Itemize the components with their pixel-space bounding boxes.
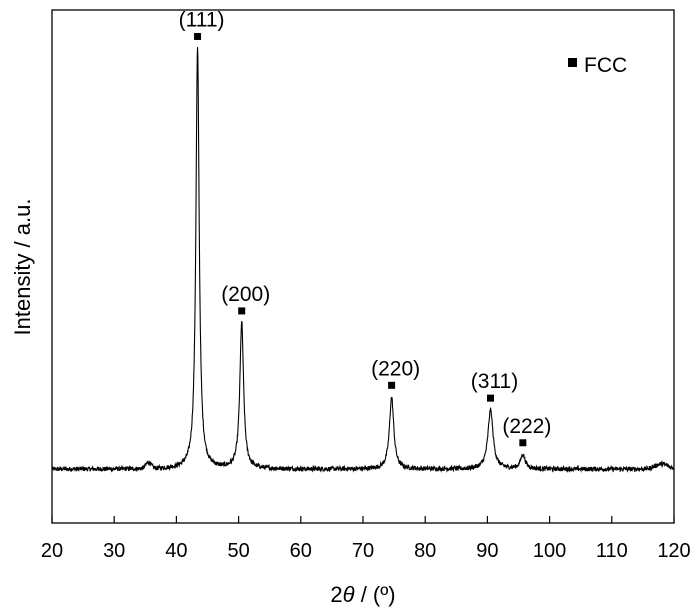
plot-frame bbox=[51, 9, 675, 524]
x-tick-label-70: 70 bbox=[352, 540, 374, 562]
peak-label-3: (311) bbox=[471, 370, 518, 393]
x-tick-label-40: 40 bbox=[165, 540, 187, 562]
peak-markers bbox=[194, 32, 527, 447]
x-tick-label-110: 110 bbox=[596, 540, 628, 562]
y-axis-label: Intensity / a.u. bbox=[10, 199, 35, 336]
x-tick-label-120: 120 bbox=[657, 540, 690, 562]
x-tick-label-60: 60 bbox=[290, 540, 312, 562]
x-tick-label-100: 100 bbox=[533, 540, 566, 562]
legend-label-fcc: FCC bbox=[584, 54, 627, 77]
peak-marker-0 bbox=[194, 32, 202, 40]
peak-label-2: (220) bbox=[371, 357, 420, 380]
peak-label-0: (111) bbox=[179, 8, 225, 31]
x-axis-label: 2θ / (º) bbox=[330, 582, 395, 607]
peak-marker-2 bbox=[388, 381, 396, 389]
peak-marker-3 bbox=[487, 394, 495, 402]
x-tick-labels: 20 30 40 50 60 70 80 90 100 110 120 bbox=[41, 540, 691, 562]
x-ticks bbox=[51, 516, 675, 523]
peak-marker-4 bbox=[519, 439, 527, 447]
legend-marker-fcc bbox=[568, 58, 577, 67]
peak-label-1: (200) bbox=[221, 283, 270, 306]
x-tick-label-30: 30 bbox=[103, 540, 125, 562]
peak-marker-1 bbox=[238, 307, 246, 315]
x-tick-label-90: 90 bbox=[476, 540, 498, 562]
x-tick-label-50: 50 bbox=[227, 540, 249, 562]
x-tick-label-20: 20 bbox=[41, 540, 63, 562]
peak-labels: (111) (200) (220) (311) (222) bbox=[179, 8, 552, 437]
peak-label-4: (222) bbox=[502, 415, 551, 438]
x-tick-label-80: 80 bbox=[414, 540, 436, 562]
xrd-pattern-line bbox=[51, 47, 675, 473]
